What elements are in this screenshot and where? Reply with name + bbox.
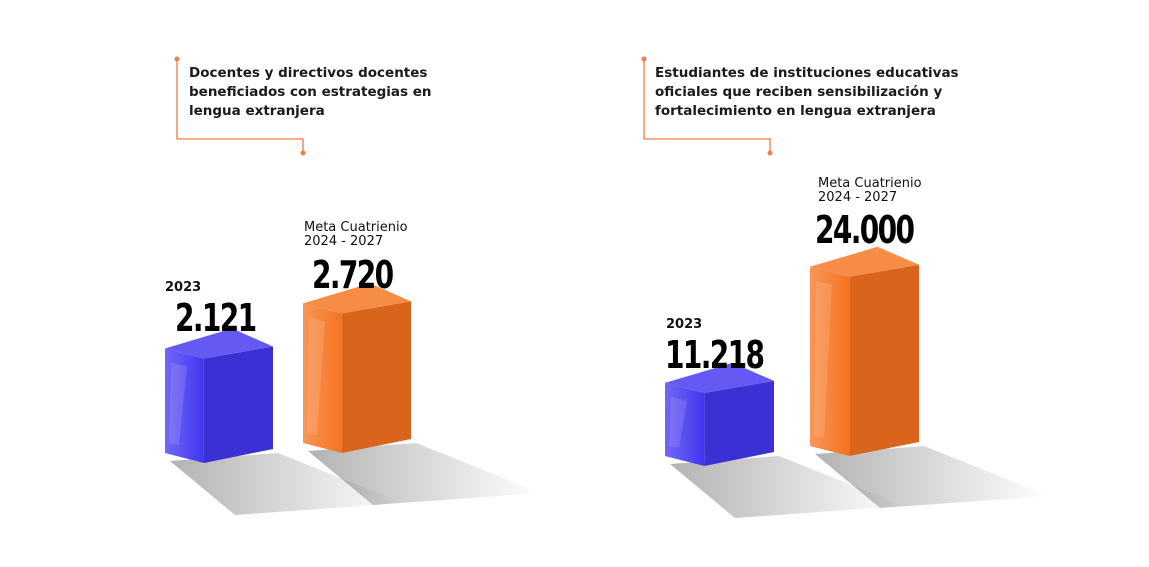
bar-shadow xyxy=(815,446,1049,508)
bar-gloss xyxy=(814,280,832,438)
bar-target xyxy=(303,283,541,505)
value-label-target: 2.720 xyxy=(312,253,394,297)
title-bracket xyxy=(174,56,306,156)
bracket-line xyxy=(176,59,304,153)
category-label-baseline: 2023 xyxy=(165,281,201,295)
bracket-dot-bottom xyxy=(300,150,306,156)
chart-panel-docentes: Docentes y directivos docentes beneficia… xyxy=(165,56,541,515)
bar-face-left xyxy=(810,266,850,456)
value-label-baseline: 11.218 xyxy=(665,333,765,377)
value-label-target: 24.000 xyxy=(815,208,915,252)
bar-shadow xyxy=(170,453,403,515)
chart-title-line: Docentes y directivos docentes xyxy=(189,65,428,81)
bracket-line xyxy=(643,59,771,153)
category-label-line: 2023 xyxy=(666,317,703,332)
chart-title: Estudiantes de instituciones educativas … xyxy=(655,64,959,121)
chart-title-line: beneficiados con estrategias en xyxy=(189,84,432,100)
bar-face-top xyxy=(810,246,919,277)
category-label-line: 2024 - 2027 xyxy=(304,234,384,249)
category-label-line: 2024 - 2027 xyxy=(818,190,898,205)
value-label-baseline: 2.121 xyxy=(175,296,257,340)
chart-title-line: Estudiantes de instituciones educativas xyxy=(655,65,959,81)
bracket-dot-bottom xyxy=(767,150,773,156)
chart-title-line: lengua extranjera xyxy=(189,103,325,119)
bar-shadow xyxy=(308,443,541,505)
category-label-target: Meta Cuatrienio 2024 - 2027 xyxy=(304,221,408,249)
bar-face-right xyxy=(341,301,411,453)
bar-face-right xyxy=(849,264,919,456)
bar-face-left xyxy=(303,303,342,453)
bar-face-top xyxy=(165,328,273,359)
chart-title-line: fortalecimiento en lengua extranjera xyxy=(655,103,936,119)
bar-baseline xyxy=(665,362,904,518)
bar-gloss xyxy=(669,396,687,448)
category-label-target: Meta Cuatrienio 2024 - 2027 xyxy=(818,177,922,205)
bar-face-top xyxy=(665,362,774,393)
category-label-line: Meta Cuatrienio xyxy=(304,220,408,235)
bar-face-right xyxy=(203,346,273,463)
bar-baseline xyxy=(165,328,403,515)
bar-face-top xyxy=(303,283,411,314)
chart-title: Docentes y directivos docentes beneficia… xyxy=(189,64,432,121)
bar-face-left xyxy=(165,348,204,463)
bar-chart xyxy=(165,283,541,515)
category-label-line: Meta Cuatrienio xyxy=(818,176,922,191)
category-label-baseline: 2023 xyxy=(666,318,702,332)
title-bracket xyxy=(641,56,773,156)
bar-chart xyxy=(665,246,1049,518)
category-label-line: 2023 xyxy=(165,280,202,295)
bar-target xyxy=(810,246,1049,508)
bar-face-right xyxy=(704,380,774,466)
chart-panel-estudiantes: Estudiantes de instituciones educativas … xyxy=(575,0,1149,567)
chart-title-line: oficiales que reciben sensibilización y xyxy=(655,84,943,100)
bar-gloss xyxy=(169,362,187,445)
bar-gloss xyxy=(307,317,325,435)
bar-face-left xyxy=(665,382,705,466)
bar-shadow xyxy=(670,456,904,518)
